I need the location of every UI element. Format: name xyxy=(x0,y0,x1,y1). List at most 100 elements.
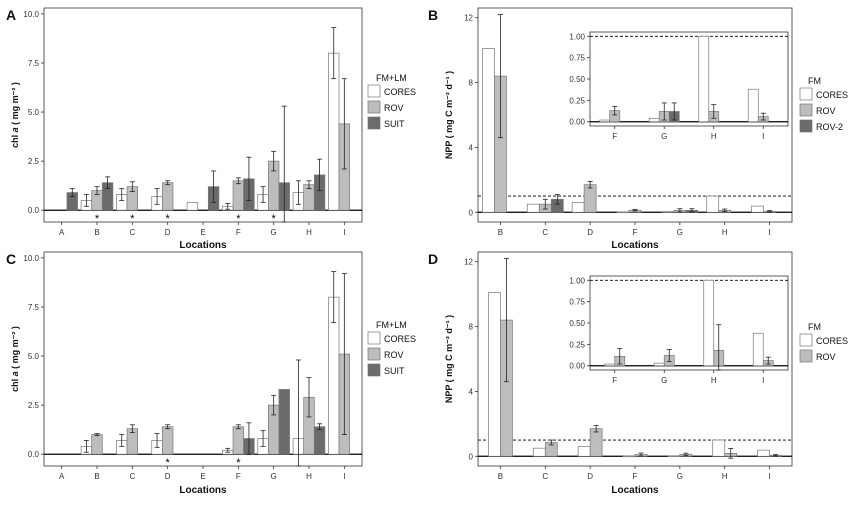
x-tick-label: I xyxy=(343,228,345,237)
legend-label-rov: ROV xyxy=(384,350,404,360)
significance-star: * xyxy=(130,213,135,225)
legend-label-suit: SUIT xyxy=(384,119,405,129)
legend: FM+LM CORES ROV SUIT xyxy=(367,73,416,130)
x-tick-label: D xyxy=(587,472,593,481)
y-axis-label: chl a ( mg m⁻² ) xyxy=(10,326,20,392)
y-label-unit: ( mg C m⁻² d⁻¹ ) xyxy=(444,315,454,383)
x-tick-label: B xyxy=(498,472,503,481)
legend-swatch-rov xyxy=(367,347,381,361)
inset-y-tick-label: 1.00 xyxy=(569,32,585,41)
y-label-italic: a xyxy=(10,125,20,133)
legend-swatch-rov xyxy=(799,103,813,117)
legend-label-rov: ROV xyxy=(816,352,836,362)
significance-star: * xyxy=(166,457,171,469)
inset-x-tick-label: G xyxy=(661,132,667,141)
x-tick-label: B xyxy=(94,472,99,481)
legend-swatch-cores xyxy=(367,84,381,98)
legend-swatch-cores xyxy=(799,87,813,101)
bar-cores-C xyxy=(532,447,546,457)
inset-plot: 0.00 0.25 0.50 0.75 1.00 F G H I xyxy=(569,31,789,141)
bar-cores-G xyxy=(653,362,665,367)
significance-star: * xyxy=(272,213,277,225)
inset-y-tick-label: 0.50 xyxy=(569,319,585,328)
x-tick-label: H xyxy=(722,228,728,237)
legend-label-cores: CORES xyxy=(816,90,848,100)
y-tick-label: 5.0 xyxy=(28,352,40,361)
inset-x-tick-label: I xyxy=(762,132,764,141)
inset-y-tick-label: 0.25 xyxy=(569,340,585,349)
inset-x-tick-label: F xyxy=(612,132,617,141)
bar-rov-F xyxy=(232,180,244,211)
inset-x-tick-label: H xyxy=(711,132,717,141)
inset-plot: 0.00 0.25 0.50 0.75 1.00 F G H I xyxy=(569,275,789,385)
inset-x-tick-label: I xyxy=(762,376,764,385)
x-tick-label: D xyxy=(165,472,171,481)
legend-label-suit: SUIT xyxy=(384,366,405,376)
legend-swatch-rov xyxy=(799,349,813,363)
x-tick-label: C xyxy=(129,228,135,237)
x-tick-label: C xyxy=(542,228,548,237)
x-tick-label: H xyxy=(306,228,312,237)
bar-cores-F xyxy=(599,119,611,123)
panel-C: C 0.0 2.5 5.0 7.5 10.0 A B C D E F G H I * * chl a ( mg m… xyxy=(6,251,416,496)
legend-title: FM+LM xyxy=(376,73,407,83)
x-tick-label: F xyxy=(236,228,241,237)
y-tick-label: 12 xyxy=(464,14,473,23)
panel-A: A 0.0 2.5 5.0 7.5 10.0 A B C D E F G H I * * * * * chl a ( m… xyxy=(6,7,416,251)
y-tick-label: 10.0 xyxy=(23,10,39,19)
panel-letter: B xyxy=(428,7,438,23)
legend-swatch-suit xyxy=(367,363,381,377)
legend-title: FM xyxy=(808,76,821,86)
x-tick-label: F xyxy=(236,472,241,481)
y-tick-label: 7.5 xyxy=(28,303,40,312)
y-label-prefix: chl xyxy=(10,376,20,392)
y-tick-label: 2.5 xyxy=(28,401,40,410)
bar-rov-B xyxy=(91,434,103,455)
significance-star: * xyxy=(166,213,171,225)
y-label-prefix: NPP xyxy=(444,138,454,159)
bar-cores-I xyxy=(752,332,764,367)
bar-cores-D xyxy=(571,202,585,213)
bar-suit-G xyxy=(278,389,290,455)
y-label-unit: ( mg C m⁻² d⁻¹ ) xyxy=(444,71,454,139)
bar-cores-B xyxy=(482,48,495,213)
inset-x-tick-label: H xyxy=(711,376,717,385)
bar-rov-D xyxy=(589,428,603,457)
legend-swatch-rov-2 xyxy=(799,119,813,133)
bar-rov-D xyxy=(162,426,174,455)
legend-title: FM+LM xyxy=(376,320,407,330)
y-tick-label: 8 xyxy=(469,79,474,88)
bar-cores-D xyxy=(577,446,591,457)
x-tick-label: I xyxy=(343,472,345,481)
x-axis-label: Locations xyxy=(611,240,659,251)
x-tick-label: H xyxy=(722,472,728,481)
legend-swatch-suit xyxy=(367,116,381,130)
legend-label-rov: ROV xyxy=(384,103,404,113)
bar-rov-D xyxy=(583,184,597,213)
y-tick-label: 7.5 xyxy=(28,59,40,68)
bar-cores-G xyxy=(667,455,681,457)
y-label-prefix: chl xyxy=(10,132,20,148)
inset-y-tick-label: 0.75 xyxy=(569,54,585,63)
x-tick-label: G xyxy=(677,228,683,237)
significance-star: * xyxy=(95,213,100,225)
x-tick-label: I xyxy=(768,472,770,481)
x-tick-label: G xyxy=(271,228,277,237)
bar-cores-B xyxy=(488,292,501,457)
y-tick-label: 0 xyxy=(469,208,474,217)
y-tick-label: 2.5 xyxy=(28,157,40,166)
legend: FM CORES ROV xyxy=(799,322,848,363)
bar-cores-I xyxy=(747,88,759,123)
legend-title: FM xyxy=(808,322,821,332)
legend-label-rov-2: ROV-2 xyxy=(816,122,843,132)
inset-y-tick-label: 0.50 xyxy=(569,75,585,84)
x-tick-label: E xyxy=(200,228,205,237)
x-tick-label: F xyxy=(633,472,638,481)
y-tick-label: 4 xyxy=(469,143,474,152)
y-axis-label: chl a ( mg m⁻² ) xyxy=(10,82,20,148)
y-tick-label: 10.0 xyxy=(23,254,39,263)
y-axis-label: NPP ( mg C m⁻² d⁻¹ ) xyxy=(444,71,454,159)
x-axis-label: Locations xyxy=(179,485,227,496)
bar-cores-I xyxy=(751,205,764,213)
inset-x-tick-label: G xyxy=(661,376,667,385)
